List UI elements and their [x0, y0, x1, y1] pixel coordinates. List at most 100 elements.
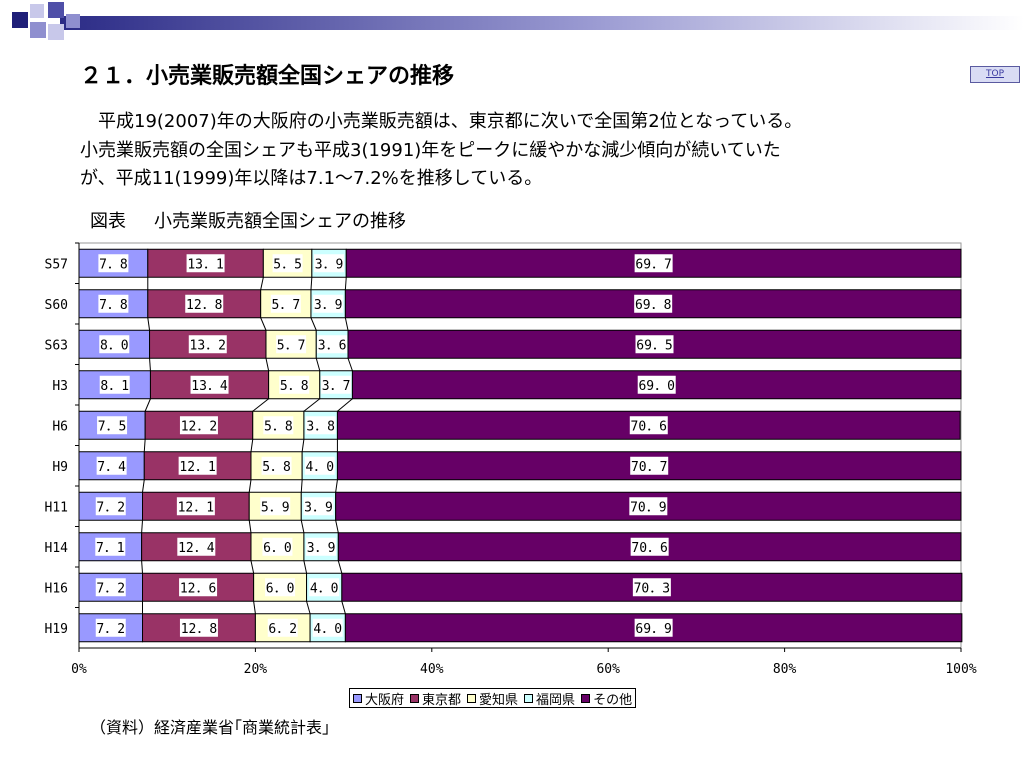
legend-swatch	[581, 693, 591, 703]
series-connector	[310, 277, 313, 290]
series-connector	[250, 439, 254, 452]
legend-swatch	[353, 693, 362, 703]
category-label: H9	[52, 460, 68, 475]
data-label: 7．5	[98, 419, 127, 434]
data-label-box	[178, 456, 217, 475]
category-label: H11	[45, 500, 68, 515]
banner-gradient-band	[60, 16, 1024, 30]
data-label: 7．1	[96, 541, 125, 556]
data-label-box	[262, 537, 293, 556]
data-label: 69．5	[636, 338, 672, 353]
series-connector	[147, 317, 151, 331]
series-connector	[250, 560, 255, 574]
data-label: 13．2	[190, 338, 226, 353]
data-label-box	[629, 497, 668, 516]
top-link-button[interactable]: TOP	[970, 66, 1020, 83]
data-label-box	[321, 375, 352, 394]
data-label: 13．4	[191, 379, 228, 394]
header-banner	[12, 2, 1024, 40]
intro-paragraph: 平成19(2007)年の大阪府の小売業販売額は、東京都に次いで全国第2位となって…	[80, 108, 950, 194]
data-label-box	[270, 294, 301, 313]
chart-title: 小売業販売額全国シェアの推移	[154, 211, 406, 232]
data-label-box	[313, 294, 344, 313]
data-label-box	[630, 537, 669, 556]
series-connector	[301, 439, 305, 452]
data-label-box	[99, 375, 130, 394]
data-label-box	[261, 456, 292, 475]
data-label: 70．7	[631, 460, 667, 475]
data-label: 69．7	[635, 257, 671, 272]
data-label: 70．6	[631, 541, 667, 556]
data-label: 3．9	[314, 298, 343, 313]
data-label-box	[309, 578, 340, 597]
data-label: 70．6	[631, 419, 667, 434]
data-label-box	[98, 254, 129, 273]
data-label: 8．1	[100, 379, 129, 394]
data-label: 6．2	[268, 622, 297, 637]
category-label: S60	[45, 298, 68, 313]
legend-item: その他	[581, 689, 632, 708]
series-connector	[252, 398, 269, 412]
bar-segment	[260, 289, 312, 319]
series-connector	[347, 358, 353, 371]
data-label: 5．7	[277, 338, 306, 353]
data-label-box	[630, 456, 669, 475]
legend-swatch	[524, 693, 534, 703]
data-label-box	[629, 416, 668, 435]
bar-segment	[262, 248, 313, 278]
series-connector	[248, 520, 252, 533]
data-label: 13．1	[187, 257, 223, 272]
series-connector	[265, 358, 270, 371]
data-label-box	[314, 254, 345, 273]
series-connector	[144, 398, 151, 412]
series-connector	[149, 358, 151, 371]
intro-line: 小売業販売額の全国シェアも平成3(1991)年をピークに緩やかな減少傾向が続いて…	[80, 139, 781, 161]
legend-swatch	[467, 693, 477, 703]
data-label: 12．2	[181, 419, 217, 434]
series-connector	[142, 479, 145, 493]
data-label-box	[634, 254, 673, 273]
source-note: （資料）経済産業省｢商業統計表｣	[90, 718, 331, 737]
series-connector	[248, 479, 252, 493]
data-label-box	[263, 416, 294, 435]
series-connector	[300, 479, 303, 493]
data-label-box	[97, 416, 128, 435]
series-connector	[306, 601, 311, 614]
data-label: 70．9	[630, 500, 666, 515]
data-label: 3．6	[318, 338, 347, 353]
x-tick-label: 100%	[945, 662, 976, 677]
data-label: 3．9	[315, 257, 344, 272]
intro-line: 平成19(2007)年の大阪府の小売業販売額は、東京都に次いで全国第2位となって…	[80, 111, 803, 132]
data-label-box	[279, 375, 310, 394]
legend-label: その他	[593, 692, 633, 708]
data-label: 5．5	[273, 257, 302, 272]
x-tick-label: 20%	[244, 662, 268, 677]
legend-item: 愛知県	[467, 689, 518, 708]
bar-segment	[142, 572, 255, 602]
series-connector	[303, 560, 308, 574]
legend-label: 福岡県	[536, 692, 576, 708]
chart-caption: 図表 小売業販売額全国シェアの推移	[90, 207, 406, 233]
data-label: 6．0	[263, 541, 292, 556]
data-label: 12．1	[178, 500, 214, 515]
series-connector	[260, 317, 267, 331]
series-connector	[141, 560, 144, 574]
series-connector	[253, 601, 256, 614]
data-label-box	[317, 335, 348, 354]
data-label: 5．8	[262, 460, 291, 475]
data-label: 3．7	[322, 379, 351, 394]
data-label-box	[186, 254, 225, 273]
series-connector	[335, 479, 338, 493]
banner-square	[48, 24, 64, 40]
data-label-box	[95, 618, 126, 637]
data-label: 7．8	[99, 257, 128, 272]
data-label-box	[272, 254, 303, 273]
data-label: 12．1	[179, 460, 215, 475]
data-label-box	[176, 497, 215, 516]
legend-swatch	[410, 693, 420, 703]
legend-label: 愛知県	[479, 692, 519, 708]
data-label: 12．6	[180, 581, 216, 596]
legend-label: 大阪府	[365, 692, 405, 708]
data-label-box	[634, 294, 673, 313]
